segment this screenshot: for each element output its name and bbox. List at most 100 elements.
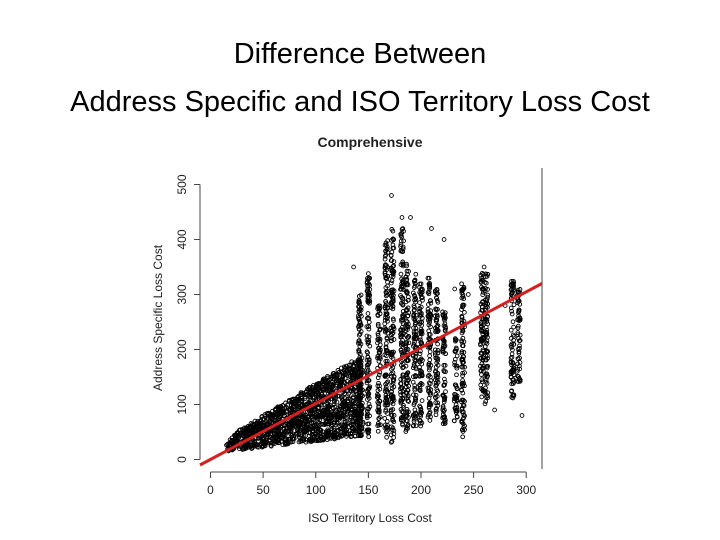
scatter-point [417, 357, 423, 363]
scatter-point [334, 372, 340, 378]
scatter-point [227, 437, 233, 443]
scatter-point [306, 430, 312, 436]
scatter-point [364, 362, 370, 368]
scatter-point [389, 439, 395, 444]
scatter-point [460, 402, 466, 408]
scatter-point [485, 390, 491, 396]
scatter-point [388, 392, 394, 397]
scatter-point [405, 395, 411, 400]
scatter-point [403, 328, 409, 334]
scatter-point [418, 423, 424, 429]
scatter-point [509, 354, 515, 360]
scatter-point [511, 377, 516, 382]
scatter-point [418, 404, 423, 410]
scatter-point [517, 360, 523, 365]
scatter-point [509, 311, 515, 317]
scatter-point [404, 263, 409, 269]
scatter-point [516, 336, 521, 341]
scatter-point [390, 242, 396, 248]
scatter-point [321, 376, 327, 382]
scatter-point [435, 348, 441, 353]
scatter-point [405, 335, 411, 340]
scatter-point [358, 373, 364, 379]
scatter-point [303, 418, 309, 423]
scatter-point [247, 431, 253, 437]
scatter-point [419, 382, 425, 387]
scatter-point [326, 419, 332, 425]
scatter-point [375, 428, 381, 434]
scatter-point [418, 420, 423, 426]
scatter-point [316, 409, 322, 415]
scatter-point [412, 386, 418, 391]
scatter-point [434, 295, 440, 301]
scatter-point [419, 410, 425, 416]
scatter-point [321, 379, 327, 384]
scatter-point [390, 287, 396, 293]
scatter-point [357, 411, 363, 417]
scatter-point [384, 267, 390, 272]
scatter-point [509, 344, 514, 350]
scatter-point [403, 363, 409, 369]
scatter-point [418, 330, 424, 336]
scatter-point [485, 393, 490, 399]
scatter-point [332, 404, 338, 410]
scatter-point [389, 293, 394, 299]
scatter-point [299, 398, 305, 403]
scatter-point [337, 403, 343, 409]
scatter-point [442, 328, 448, 334]
scatter-point [351, 264, 356, 270]
scatter-point [459, 281, 464, 287]
scatter-point [517, 317, 523, 323]
scatter-point [300, 413, 305, 419]
scatter-point [413, 410, 419, 416]
y-tick-label-100: 100 [175, 394, 189, 414]
scatter-point [509, 341, 515, 347]
scatter-point [305, 414, 311, 420]
scatter-point [384, 372, 389, 378]
scatter-point [399, 319, 404, 324]
scatter-point [417, 300, 422, 305]
scatter-point [404, 380, 410, 386]
scatter-point [366, 357, 372, 363]
scatter-point [426, 412, 431, 418]
scatter-point [365, 311, 371, 316]
scatter-point [412, 304, 417, 310]
scatter-point [367, 298, 373, 304]
scatter-point [262, 412, 268, 417]
x-tick-label-150: 150 [358, 483, 378, 497]
scatter-point [308, 410, 313, 416]
scatter-point [509, 308, 514, 314]
scatter-point [278, 434, 284, 440]
scatter-point [452, 418, 457, 424]
scatter-point [515, 356, 521, 362]
scatter-point [441, 349, 446, 355]
scatter-point [375, 423, 381, 428]
scatter-point [426, 395, 432, 401]
scatter-point [405, 305, 411, 311]
scatter-point [411, 361, 417, 367]
scatter-point [461, 380, 467, 386]
scatter-point [391, 378, 396, 384]
scatter-point [517, 343, 522, 349]
scatter-point [389, 292, 394, 298]
scatter-point [404, 372, 409, 378]
scatter-point [314, 434, 320, 439]
scatter-point [384, 336, 390, 342]
scatter-point [376, 345, 381, 351]
scatter-point [483, 385, 488, 391]
scatter-point [346, 431, 352, 437]
scatter-point [440, 412, 446, 417]
scatter-point [418, 312, 424, 317]
scatter-point [479, 284, 484, 290]
scatter-point [426, 283, 432, 289]
scatter-point [508, 305, 514, 311]
scatter-point [420, 287, 425, 293]
scatter-point [258, 422, 264, 428]
scatter-point [510, 370, 516, 375]
scatter-point [375, 375, 381, 381]
scatter-point [255, 435, 261, 441]
scatter-point [343, 419, 348, 425]
scatter-point [426, 275, 432, 281]
scatter-point [384, 434, 389, 440]
scatter-point [441, 383, 447, 388]
